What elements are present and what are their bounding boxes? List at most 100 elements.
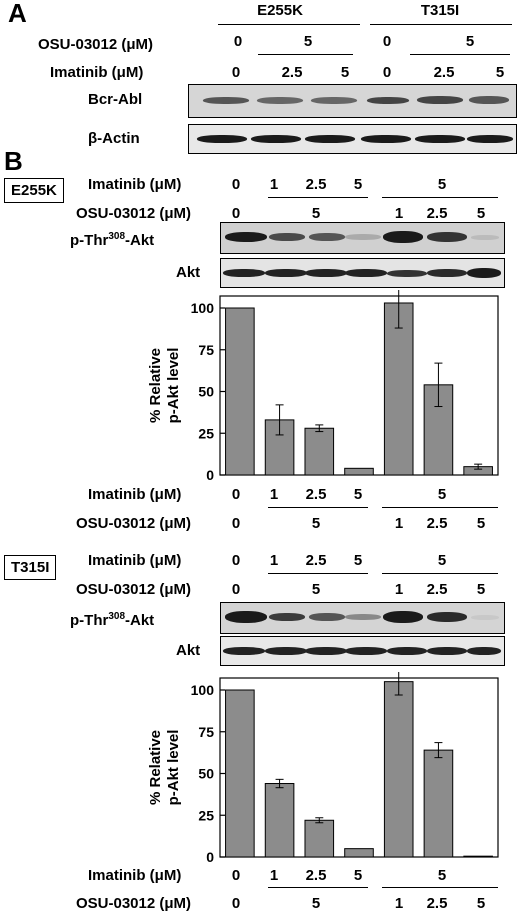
imatinib-value: 5 [353, 552, 363, 569]
imatinib-value: 2.5 [281, 64, 303, 81]
osu-label: OSU-03012 (μM) [76, 581, 192, 598]
osu-value: 5 [311, 581, 321, 598]
axis-imatinib-label: Imatinib (μM) [88, 867, 182, 884]
y-axis-label: p-Akt level [165, 348, 182, 424]
bar [463, 855, 493, 858]
axis-imatinib-value: 1 [269, 486, 279, 503]
blot-label-p-akt: p-Thr308-Akt [70, 611, 155, 629]
axis-osu-value: 2.5 [426, 515, 448, 532]
y-tick-label: 50 [198, 766, 214, 782]
blot-bcr-abl [188, 84, 517, 118]
box-label-e255k: E255K [4, 178, 64, 203]
osu-label: OSU-03012 (μM) [38, 36, 154, 53]
axis-osu-value: 5 [311, 895, 321, 912]
plot-frame [219, 677, 499, 858]
imatinib-underline [382, 197, 498, 198]
y-axis-label: % Relative [147, 730, 164, 805]
osu-label: OSU-03012 (μM) [76, 205, 192, 222]
y-tick-label: 100 [191, 682, 215, 698]
imatinib-value: 2.5 [305, 552, 327, 569]
axis-osu-value: 2.5 [426, 895, 448, 912]
axis-osu-label: OSU-03012 (μM) [76, 515, 192, 532]
blot-beta-actin [188, 124, 517, 154]
bar [225, 307, 255, 476]
imatinib-value: 5 [437, 176, 447, 193]
axis-imatinib-underline [382, 507, 498, 508]
osu-value: 0 [231, 581, 241, 598]
plot-frame [219, 295, 499, 476]
osu-value: 2.5 [426, 581, 448, 598]
axis-osu-label: OSU-03012 (μM) [76, 895, 192, 912]
blot-label-beta-actin: β-Actin [88, 130, 140, 147]
group-label-e255k: E255K [257, 2, 303, 19]
axis-osu-value: 1 [394, 515, 404, 532]
axis-imatinib-value: 2.5 [305, 867, 327, 884]
osu-value: 5 [311, 205, 321, 222]
axis-imatinib-value: 0 [231, 867, 241, 884]
imatinib-value: 1 [269, 176, 279, 193]
y-axis-label: p-Akt level [165, 730, 182, 806]
imatinib-value: 5 [353, 176, 363, 193]
axis-osu-value: 5 [476, 515, 486, 532]
osu-value: 5 [476, 205, 486, 222]
osu-value: 0 [231, 205, 241, 222]
axis-osu-value: 0 [231, 515, 241, 532]
bar [304, 427, 335, 476]
bar [344, 848, 374, 858]
bar [225, 689, 255, 858]
osu-value: 1 [394, 581, 404, 598]
osu-value: 0 [382, 33, 392, 50]
axis-imatinib-value: 5 [437, 867, 447, 884]
box-label-t315i: T315I [4, 555, 57, 580]
bar [304, 819, 335, 858]
axis-imatinib-value: 0 [231, 486, 241, 503]
imatinib-value: 2.5 [305, 176, 327, 193]
group-label-t315i: T315I [420, 2, 460, 19]
y-tick-label: 75 [198, 342, 214, 358]
bar [383, 681, 414, 858]
osu-value: 1 [394, 205, 404, 222]
axis-osu-value: 5 [476, 895, 486, 912]
blot-p-akt-t315i [220, 602, 505, 634]
axis-osu-value: 1 [394, 895, 404, 912]
axis-imatinib-underline [268, 887, 368, 888]
axis-osu-value: 0 [231, 895, 241, 912]
imatinib-value: 5 [437, 552, 447, 569]
y-axis-label: % Relative [147, 348, 164, 423]
osu-value: 5 [303, 33, 313, 50]
imatinib-underline [268, 573, 368, 574]
bar [344, 467, 374, 476]
axis-imatinib-underline [382, 887, 498, 888]
axis-imatinib-value: 1 [269, 867, 279, 884]
imatinib-value: 2.5 [433, 64, 455, 81]
y-tick-label: 0 [206, 849, 214, 865]
panel-a-letter: A [8, 0, 27, 28]
osu-underline [410, 54, 510, 55]
blot-label-akt: Akt [176, 642, 201, 659]
group-underline-t315i [370, 24, 512, 25]
imatinib-underline [268, 197, 368, 198]
imatinib-value: 5 [340, 64, 350, 81]
imatinib-underline [382, 573, 498, 574]
imatinib-value: 0 [231, 552, 241, 569]
blot-p-akt-e255k [220, 222, 505, 254]
blot-label-p-akt: p-Thr308-Akt [70, 231, 155, 249]
axis-osu-value: 5 [311, 515, 321, 532]
osu-value: 5 [465, 33, 475, 50]
blot-akt-t315i [220, 636, 505, 666]
osu-underline [258, 54, 353, 55]
blot-label-bcr-abl: Bcr-Abl [88, 91, 143, 108]
axis-imatinib-value: 2.5 [305, 486, 327, 503]
axis-imatinib-label: Imatinib (μM) [88, 486, 182, 503]
osu-value: 0 [233, 33, 243, 50]
bar [264, 783, 295, 858]
imatinib-value: 0 [231, 176, 241, 193]
imatinib-value: 0 [382, 64, 392, 81]
bar [423, 749, 454, 858]
imatinib-label: Imatinib (μM) [88, 176, 182, 193]
y-tick-label: 75 [198, 724, 214, 740]
imatinib-value: 0 [231, 64, 241, 81]
blot-label-akt: Akt [176, 264, 201, 281]
y-tick-label: 0 [206, 467, 214, 483]
group-underline-e255k [218, 24, 360, 25]
